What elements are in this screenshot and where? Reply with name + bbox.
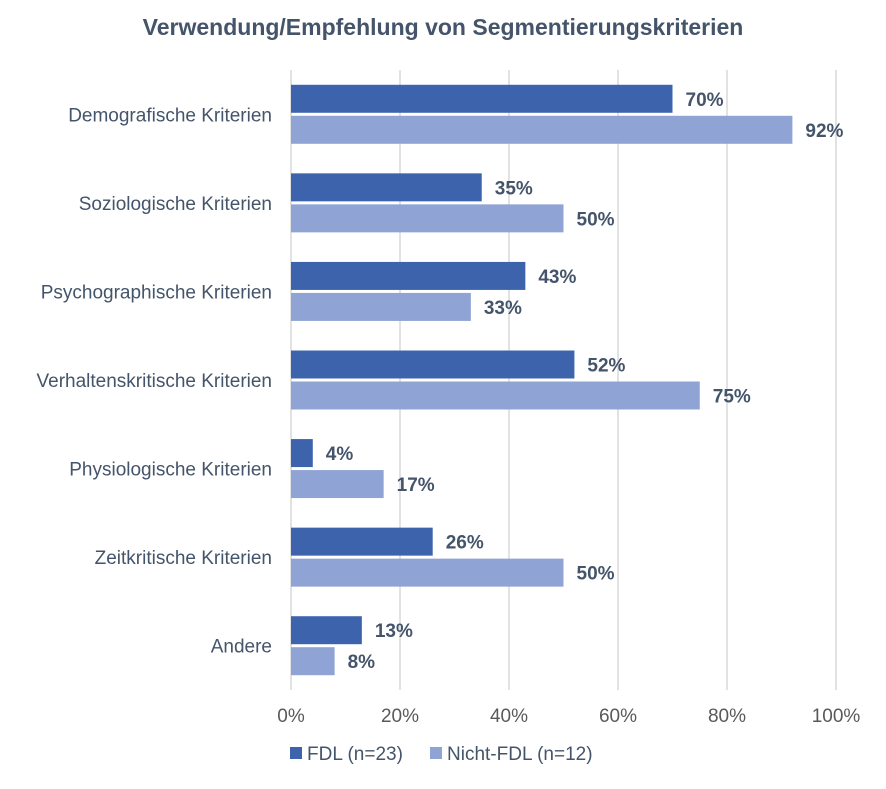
x-tick-label: 20% bbox=[381, 706, 419, 727]
x-tick-label: 0% bbox=[277, 706, 305, 727]
bars bbox=[291, 84, 793, 676]
data-label: 92% bbox=[805, 121, 843, 142]
bar bbox=[291, 350, 575, 379]
bar bbox=[291, 261, 526, 290]
legend-swatch bbox=[430, 747, 442, 759]
chart-title: Verwendung/Empfehlung von Segmentierungs… bbox=[142, 14, 744, 40]
data-label: 13% bbox=[375, 621, 413, 642]
data-label: 43% bbox=[538, 267, 576, 288]
bar bbox=[291, 204, 564, 233]
data-label: 75% bbox=[713, 387, 751, 408]
bar bbox=[291, 381, 700, 410]
category-label: Psychographische Kriterien bbox=[41, 282, 272, 303]
bar bbox=[291, 647, 335, 676]
bar bbox=[291, 84, 673, 113]
bar bbox=[291, 173, 482, 202]
bar bbox=[291, 558, 564, 587]
bar bbox=[291, 439, 313, 468]
data-label: 8% bbox=[348, 652, 376, 673]
legend-swatch bbox=[290, 747, 302, 759]
category-label: Verhaltenskritische Kriterien bbox=[37, 371, 273, 392]
bar bbox=[291, 616, 362, 645]
data-label: 50% bbox=[577, 209, 615, 230]
legend-label: Nicht-FDL (n=12) bbox=[447, 744, 593, 765]
category-label: Physiologische Kriterien bbox=[69, 460, 272, 481]
legend: FDL (n=23) Nicht-FDL (n=12) bbox=[290, 744, 593, 765]
data-label: 35% bbox=[495, 178, 533, 199]
data-label: 33% bbox=[484, 298, 522, 319]
data-label: 52% bbox=[587, 356, 625, 377]
data-label: 17% bbox=[397, 475, 435, 496]
bar bbox=[291, 115, 793, 144]
bar bbox=[291, 527, 433, 556]
data-label: 4% bbox=[326, 444, 354, 465]
gridlines bbox=[290, 70, 837, 690]
category-label: Soziologische Kriterien bbox=[79, 194, 272, 215]
category-label: Zeitkritische Kriterien bbox=[95, 548, 272, 569]
category-label: Andere bbox=[211, 637, 272, 658]
legend-label: FDL (n=23) bbox=[307, 744, 403, 765]
labels: 0% 20% 40% 60% 80% 100% Demografische Kriterie… bbox=[37, 90, 861, 727]
bar bbox=[291, 292, 471, 321]
x-tick-label: 100% bbox=[812, 706, 861, 727]
x-tick-label: 80% bbox=[708, 706, 746, 727]
x-tick-label: 40% bbox=[490, 706, 528, 727]
data-label: 26% bbox=[446, 533, 484, 554]
x-tick-label: 60% bbox=[599, 706, 637, 727]
category-label: Demografische Kriterien bbox=[68, 105, 272, 126]
data-label: 70% bbox=[686, 90, 724, 111]
bar bbox=[291, 470, 384, 499]
data-label: 50% bbox=[577, 564, 615, 585]
